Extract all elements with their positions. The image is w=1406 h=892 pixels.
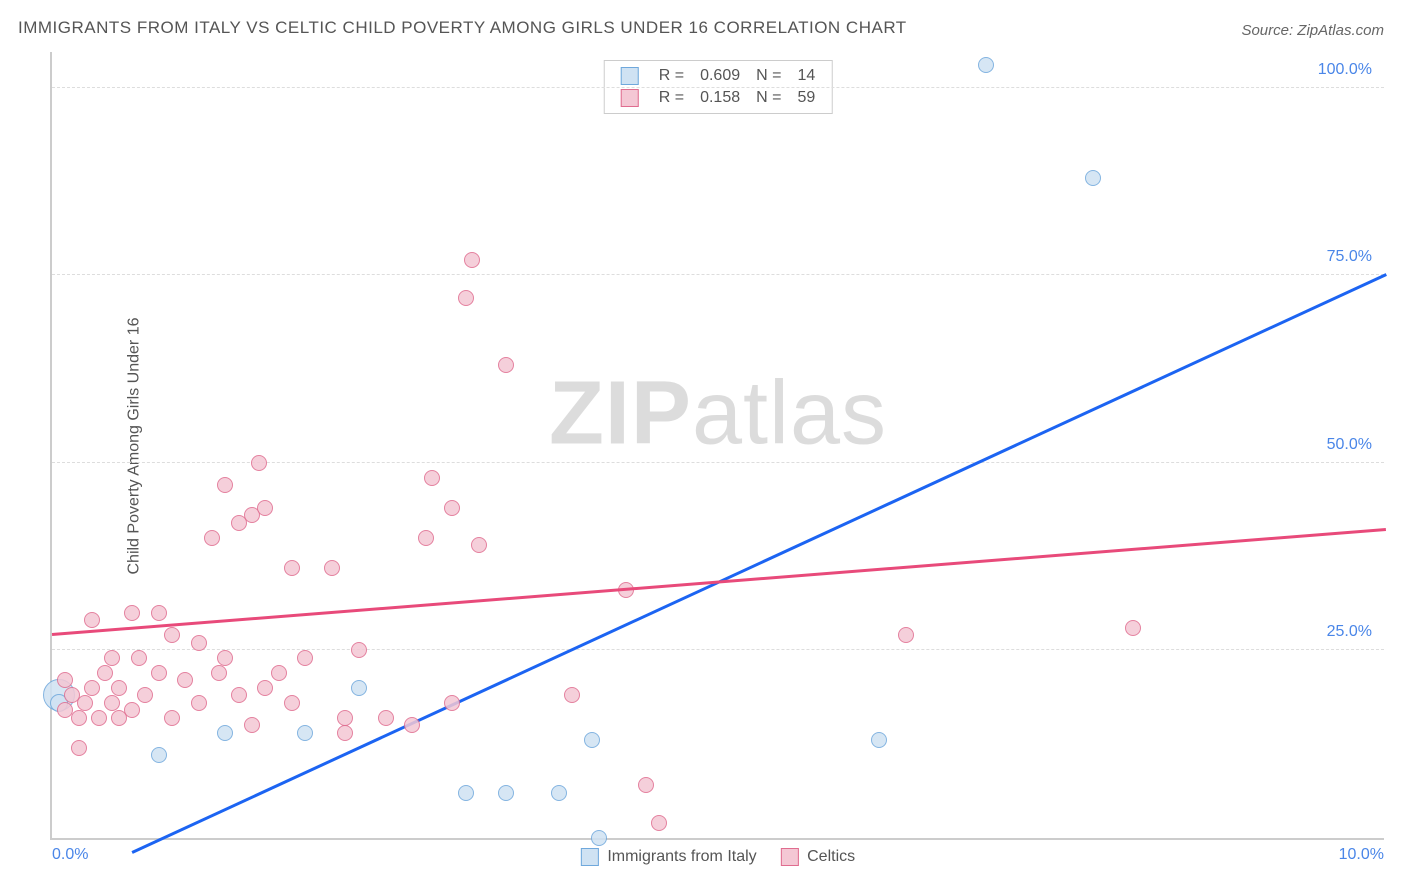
data-point bbox=[564, 687, 580, 703]
data-point bbox=[324, 560, 340, 576]
y-tick-label: 100.0% bbox=[1318, 61, 1372, 79]
data-point bbox=[378, 710, 394, 726]
data-point bbox=[177, 672, 193, 688]
data-point bbox=[244, 717, 260, 733]
data-point bbox=[638, 777, 654, 793]
data-point bbox=[97, 665, 113, 681]
data-point bbox=[257, 500, 273, 516]
data-point bbox=[211, 665, 227, 681]
data-point bbox=[104, 650, 120, 666]
data-point bbox=[284, 695, 300, 711]
data-point bbox=[164, 710, 180, 726]
gridline bbox=[52, 274, 1384, 275]
data-point bbox=[204, 530, 220, 546]
data-point bbox=[424, 470, 440, 486]
data-point bbox=[898, 627, 914, 643]
source-label: Source: ZipAtlas.com bbox=[1241, 22, 1384, 39]
data-point bbox=[111, 680, 127, 696]
data-point bbox=[337, 710, 353, 726]
data-point bbox=[337, 725, 353, 741]
plot-area: ZIPatlas R =0.609N =14R =0.158N =59 Immi… bbox=[50, 52, 1384, 840]
data-point bbox=[591, 830, 607, 846]
data-point bbox=[151, 747, 167, 763]
data-point bbox=[231, 687, 247, 703]
data-point bbox=[137, 687, 153, 703]
data-point bbox=[217, 725, 233, 741]
data-point bbox=[84, 612, 100, 628]
data-point bbox=[498, 785, 514, 801]
data-point bbox=[297, 725, 313, 741]
x-tick-label: 0.0% bbox=[52, 846, 88, 864]
data-point bbox=[458, 290, 474, 306]
data-point bbox=[584, 732, 600, 748]
data-point bbox=[871, 732, 887, 748]
x-tick-label: 10.0% bbox=[1339, 846, 1384, 864]
data-point bbox=[271, 665, 287, 681]
legend-item: Immigrants from Italy bbox=[581, 848, 757, 865]
data-point bbox=[71, 740, 87, 756]
legend-stat-row: R =0.609N =14 bbox=[613, 65, 824, 87]
watermark-light: atlas bbox=[692, 363, 887, 463]
data-point bbox=[651, 815, 667, 831]
watermark: ZIPatlas bbox=[549, 362, 887, 465]
data-point bbox=[551, 785, 567, 801]
data-point bbox=[471, 537, 487, 553]
data-point bbox=[284, 560, 300, 576]
data-point bbox=[151, 665, 167, 681]
data-point bbox=[351, 642, 367, 658]
gridline bbox=[52, 87, 1384, 88]
data-point bbox=[404, 717, 420, 733]
data-point bbox=[217, 650, 233, 666]
data-point bbox=[1125, 620, 1141, 636]
data-point bbox=[84, 680, 100, 696]
data-point bbox=[257, 680, 273, 696]
y-tick-label: 25.0% bbox=[1327, 623, 1372, 641]
data-point bbox=[351, 680, 367, 696]
data-point bbox=[91, 710, 107, 726]
data-point bbox=[418, 530, 434, 546]
data-point bbox=[124, 605, 140, 621]
y-tick-label: 75.0% bbox=[1327, 248, 1372, 266]
data-point bbox=[57, 672, 73, 688]
watermark-bold: ZIP bbox=[549, 363, 692, 463]
data-point bbox=[1085, 170, 1101, 186]
trend-line bbox=[132, 273, 1387, 853]
data-point bbox=[191, 695, 207, 711]
data-point bbox=[151, 605, 167, 621]
data-point bbox=[131, 650, 147, 666]
data-point bbox=[444, 500, 460, 516]
y-tick-label: 50.0% bbox=[1327, 436, 1372, 454]
data-point bbox=[458, 785, 474, 801]
data-point bbox=[71, 710, 87, 726]
data-point bbox=[164, 627, 180, 643]
data-point bbox=[104, 695, 120, 711]
data-point bbox=[464, 252, 480, 268]
legend-series: Immigrants from Italy Celtics bbox=[569, 848, 867, 866]
data-point bbox=[217, 477, 233, 493]
data-point bbox=[444, 695, 460, 711]
data-point bbox=[498, 357, 514, 373]
data-point bbox=[978, 57, 994, 73]
data-point bbox=[77, 695, 93, 711]
trend-line bbox=[52, 528, 1386, 636]
data-point bbox=[297, 650, 313, 666]
data-point bbox=[191, 635, 207, 651]
gridline bbox=[52, 649, 1384, 650]
legend-stat-row: R =0.158N =59 bbox=[613, 87, 824, 109]
data-point bbox=[124, 702, 140, 718]
chart-title: IMMIGRANTS FROM ITALY VS CELTIC CHILD PO… bbox=[18, 18, 907, 38]
data-point bbox=[251, 455, 267, 471]
legend-item: Celtics bbox=[781, 848, 855, 865]
